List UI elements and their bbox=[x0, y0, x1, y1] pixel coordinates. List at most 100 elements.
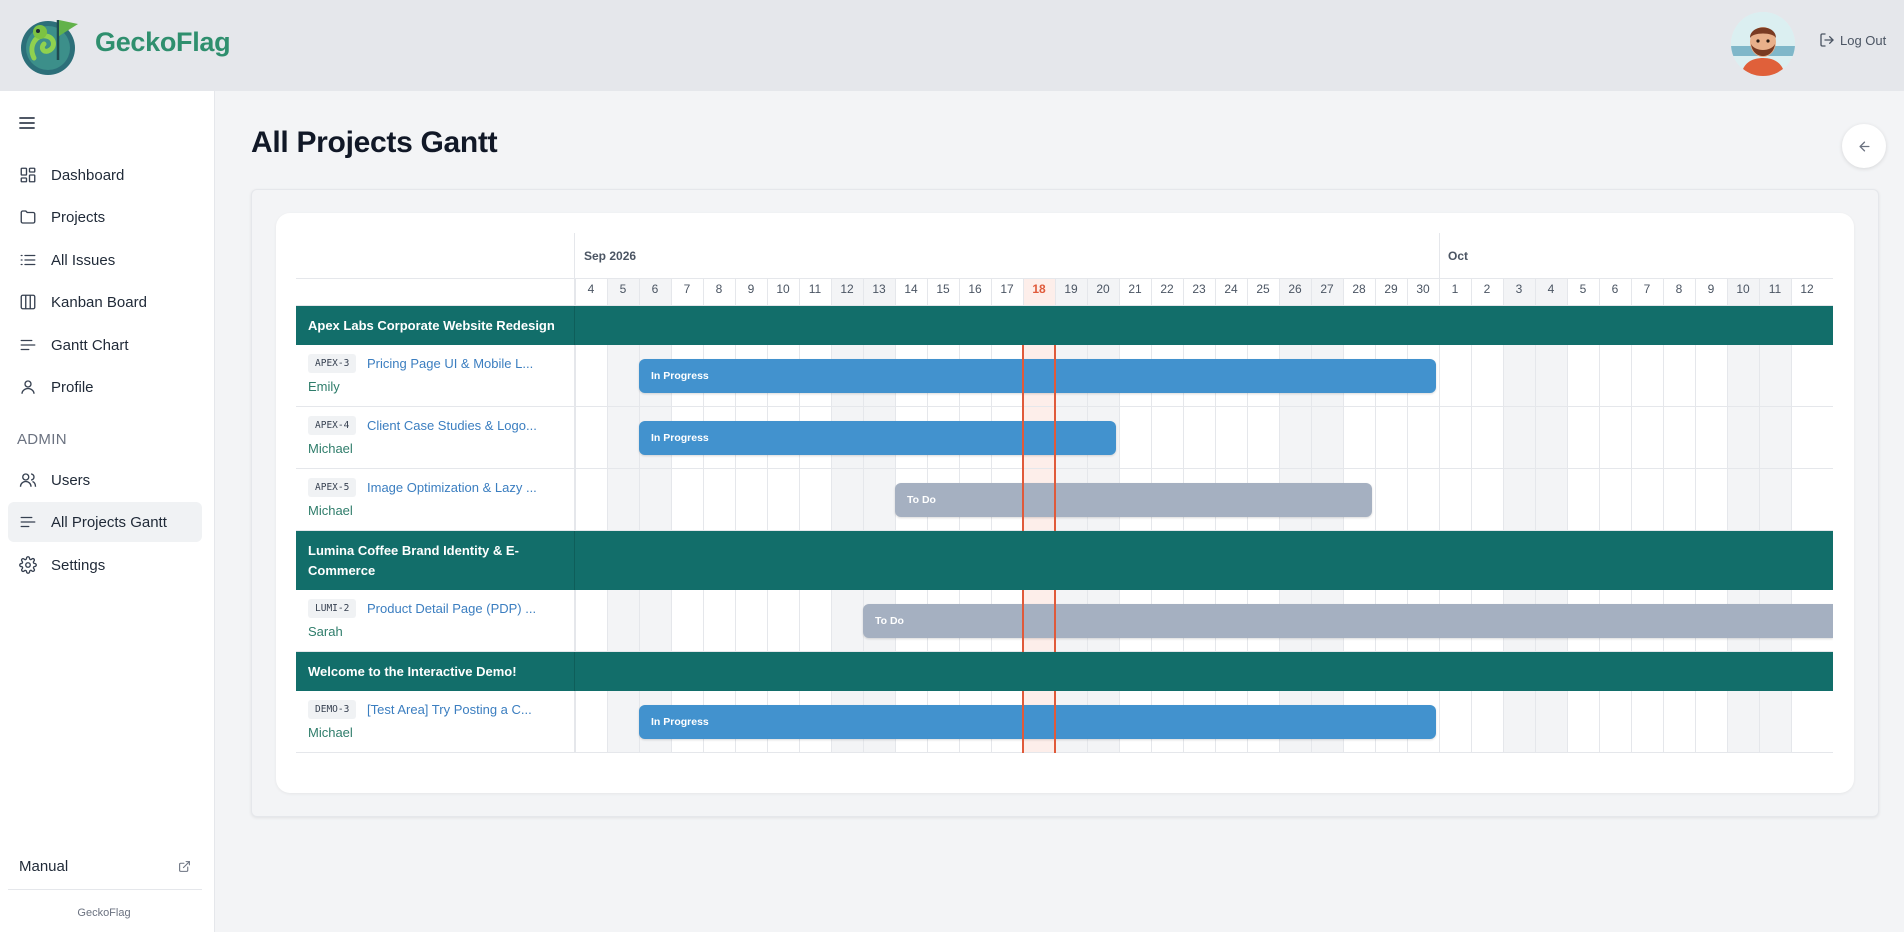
day-label: 14 bbox=[904, 282, 918, 296]
issue-title-link[interactable]: Pricing Page UI & Mobile L... bbox=[367, 356, 534, 371]
day-label: 3 bbox=[1515, 282, 1523, 296]
header-divider bbox=[296, 305, 1833, 306]
sidebar-item-users[interactable]: Users bbox=[8, 460, 202, 500]
issue-title-link[interactable]: Product Detail Page (PDP) ... bbox=[367, 601, 537, 616]
manual-label: Manual bbox=[19, 858, 69, 875]
task-bar[interactable]: To Do bbox=[895, 483, 1372, 517]
issue-assignee: Michael bbox=[308, 441, 353, 456]
sidebar-item-profile[interactable]: Profile bbox=[8, 367, 202, 407]
logout-label: Log Out bbox=[1840, 32, 1887, 48]
issue-title-link[interactable]: [Test Area] Try Posting a C... bbox=[367, 702, 532, 717]
day-label: 25 bbox=[1256, 282, 1270, 296]
grid-line bbox=[1663, 279, 1664, 753]
sidebar-item-label: Gantt Chart bbox=[51, 336, 129, 354]
dashboard-icon bbox=[20, 167, 36, 183]
issue-key-badge[interactable]: APEX-5 bbox=[308, 478, 357, 497]
manual-link[interactable]: Manual bbox=[19, 858, 191, 875]
sidebar-item-settings[interactable]: Settings bbox=[8, 545, 202, 585]
day-label: 10 bbox=[1736, 282, 1750, 296]
grid-line bbox=[1759, 279, 1760, 753]
task-bar[interactable]: In Progress bbox=[639, 359, 1436, 393]
today-marker-line bbox=[1022, 590, 1024, 652]
sidebar-item-projects[interactable]: Projects bbox=[8, 197, 202, 237]
gear-icon bbox=[19, 556, 37, 574]
issue-key-badge[interactable]: APEX-3 bbox=[308, 354, 357, 373]
grid-line bbox=[575, 279, 576, 753]
issue-assignee: Michael bbox=[308, 725, 353, 740]
gantt-chart: Sep 2026 Oct 4 5 6 7 8 9 10 11 12 13 14 15 16 17 18 19 20 2… bbox=[296, 233, 1833, 757]
gecko-logo-icon[interactable] bbox=[18, 10, 86, 76]
group-divider bbox=[574, 652, 575, 691]
grid-line bbox=[639, 279, 640, 753]
day-label: 9 bbox=[1707, 282, 1715, 296]
logout-button[interactable]: Log Out bbox=[1819, 32, 1886, 48]
back-button[interactable] bbox=[1842, 124, 1886, 168]
day-label: 21 bbox=[1128, 282, 1142, 296]
sidebar-item-gantt-chart[interactable]: Gantt Chart bbox=[8, 325, 202, 365]
day-label: 4 bbox=[587, 282, 595, 296]
user-avatar[interactable] bbox=[1731, 12, 1795, 76]
issue-key-badge[interactable]: LUMI-2 bbox=[308, 599, 357, 618]
day-label: 23 bbox=[1192, 282, 1206, 296]
day-label: 27 bbox=[1320, 282, 1334, 296]
sidebar-item-label: Profile bbox=[51, 378, 94, 396]
sidebar-footer: GeckoFlag bbox=[77, 907, 131, 919]
top-header: GeckoFlag Log Out bbox=[0, 0, 1904, 91]
day-label: 6 bbox=[1611, 282, 1619, 296]
gantt-icon bbox=[20, 516, 36, 528]
issue-key-badge[interactable]: DEMO-3 bbox=[308, 700, 357, 719]
row-divider bbox=[296, 530, 1833, 531]
admin-section-label: ADMIN bbox=[17, 431, 67, 448]
sidebar-item-label: Kanban Board bbox=[51, 293, 147, 311]
day-label: 12 bbox=[840, 282, 854, 296]
project-group-row[interactable] bbox=[296, 531, 1833, 590]
day-label: 8 bbox=[1675, 282, 1683, 296]
grid-line bbox=[1375, 279, 1376, 753]
issue-assignee: Sarah bbox=[308, 624, 343, 639]
grid-line bbox=[1535, 279, 1536, 753]
row-divider bbox=[296, 651, 1833, 652]
today-marker-line bbox=[1054, 407, 1056, 469]
sidebar-item-label: All Projects Gantt bbox=[51, 513, 167, 531]
day-label: 5 bbox=[619, 282, 627, 296]
grid-line bbox=[1727, 279, 1728, 753]
sidebar-item-kanban-board[interactable]: Kanban Board bbox=[8, 282, 202, 322]
grid-line bbox=[607, 279, 608, 753]
day-label: 2 bbox=[1483, 282, 1491, 296]
sidebar-item-label: All Issues bbox=[51, 251, 116, 269]
sidebar-item-label: Settings bbox=[51, 556, 106, 574]
day-label: 15 bbox=[936, 282, 950, 296]
issue-title-link[interactable]: Image Optimization & Lazy ... bbox=[367, 480, 537, 495]
today-marker-line bbox=[1054, 691, 1056, 753]
day-label: 16 bbox=[968, 282, 982, 296]
day-label: 11 bbox=[808, 282, 822, 296]
issue-key-badge[interactable]: APEX-4 bbox=[308, 416, 357, 435]
day-label: 8 bbox=[715, 282, 723, 296]
day-label: 5 bbox=[1579, 282, 1587, 296]
users-icon bbox=[19, 473, 37, 487]
gantt-icon bbox=[20, 339, 36, 351]
day-label: 30 bbox=[1416, 282, 1430, 296]
issue-title-link[interactable]: Client Case Studies & Logo... bbox=[367, 418, 537, 433]
sidebar-item-all-projects-gantt[interactable]: All Projects Gantt bbox=[8, 502, 202, 542]
menu-toggle-icon[interactable] bbox=[18, 114, 36, 132]
month-label: Oct bbox=[1448, 249, 1469, 263]
header-divider bbox=[296, 278, 1833, 279]
today-marker-line bbox=[1054, 345, 1056, 407]
sidebar-item-all-issues[interactable]: All Issues bbox=[8, 240, 202, 280]
sidebar-item-dashboard[interactable]: Dashboard bbox=[8, 155, 202, 195]
kanban-icon bbox=[20, 294, 36, 310]
day-label: 12 bbox=[1800, 282, 1814, 296]
day-label: 28 bbox=[1352, 282, 1366, 296]
task-bar[interactable]: To Do bbox=[863, 604, 1833, 638]
day-label: 11 bbox=[1768, 282, 1782, 296]
project-group-title: Apex Labs Corporate Website Redesign bbox=[308, 317, 555, 333]
project-group-row[interactable] bbox=[296, 652, 1833, 691]
day-label: 10 bbox=[776, 282, 790, 296]
task-bar[interactable]: In Progress bbox=[639, 705, 1436, 739]
task-bar[interactable]: In Progress bbox=[639, 421, 1116, 455]
issue-assignee: Michael bbox=[308, 503, 353, 518]
issue-assignee: Emily bbox=[308, 379, 340, 394]
brand-name[interactable]: GeckoFlag bbox=[95, 27, 231, 57]
project-group-row[interactable] bbox=[296, 306, 1833, 345]
